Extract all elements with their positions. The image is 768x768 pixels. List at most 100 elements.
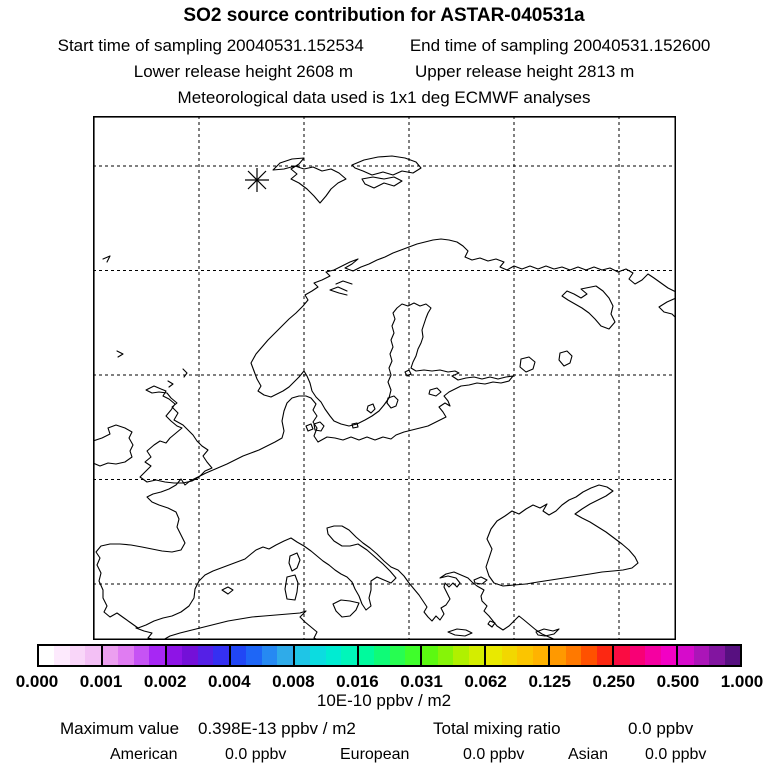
colorbar-cell xyxy=(468,646,485,665)
island-sicily xyxy=(332,599,360,618)
colorbar-cell xyxy=(246,646,262,665)
colorbar-cell xyxy=(166,646,183,665)
island-crete xyxy=(447,628,473,637)
sea-of-marmara xyxy=(473,576,488,585)
release-heights-line: Lower release height 2608 m Upper releas… xyxy=(0,62,768,82)
colorbar-cell xyxy=(404,646,421,665)
colorbar-cell xyxy=(133,646,150,665)
region-label: American xyxy=(110,746,178,763)
colorbar-cell xyxy=(277,646,293,665)
colorbar-tick-label: 0.125 xyxy=(528,672,571,691)
colorbar-tick-label: 0.031 xyxy=(400,672,443,691)
colorbar-tick-label: 0.250 xyxy=(592,672,636,691)
colorbar-cell xyxy=(230,646,247,665)
colorbar-cell xyxy=(149,646,165,665)
colorbar-cell xyxy=(724,646,740,665)
upper-release-text: Upper release height 2813 m xyxy=(415,62,635,81)
coastline-edgeoya xyxy=(361,176,403,189)
lower-release-text: Lower release height 2608 m xyxy=(133,62,353,81)
island-faroe xyxy=(116,350,124,358)
colorbar-cell xyxy=(550,646,566,665)
region-label: European xyxy=(340,746,410,763)
region-value: 0.0 ppbv xyxy=(463,746,525,763)
colorbar-segment xyxy=(358,646,423,665)
colorbar-segment xyxy=(550,646,615,665)
page-title: SO2 source contribution for ASTAR-040531… xyxy=(183,5,585,26)
colorbar-cell xyxy=(261,646,278,665)
colorbar-cell xyxy=(486,646,502,665)
coastline-ireland xyxy=(93,424,134,467)
colorbar-cell xyxy=(118,646,134,665)
colorbar-cell xyxy=(645,646,661,665)
island-shetland xyxy=(182,368,188,378)
colorbar-cell xyxy=(581,646,597,665)
met-data-line: Meteorological data used is 1x1 deg ECMW… xyxy=(0,88,768,108)
colorbar-tick-label: 1.000 xyxy=(720,672,764,691)
met-data-text: Meteorological data used is 1x1 deg ECMW… xyxy=(177,88,591,107)
coastline-north-africa xyxy=(135,610,319,640)
coastline-mainland-europe xyxy=(95,302,557,640)
island-gotland xyxy=(386,395,399,409)
colorbar-cell xyxy=(182,646,198,665)
colorbar-cell xyxy=(693,646,710,665)
colorbar-segment xyxy=(102,646,167,665)
colorbar-segment xyxy=(166,646,231,665)
island-funen xyxy=(305,423,314,432)
island-sardinia xyxy=(284,574,299,601)
colorbar-segment xyxy=(230,646,295,665)
colorbar-segment xyxy=(678,646,740,665)
colorbar-cell xyxy=(517,646,533,665)
island-oland xyxy=(366,403,376,414)
region-value: 0.0 ppbv xyxy=(225,746,287,763)
colorbar-tick-label: 0.008 xyxy=(272,672,315,691)
colorbar-cell xyxy=(197,646,214,665)
colorbar-cell xyxy=(374,646,390,665)
island-bornholm xyxy=(351,422,359,429)
colorbar-cell xyxy=(310,646,326,665)
coastline-barents xyxy=(250,238,676,372)
colorbar-cell xyxy=(54,646,70,665)
colorbar-tick-label: 0.002 xyxy=(143,672,187,691)
island-rhodes xyxy=(487,620,496,628)
coastline-lofoten xyxy=(329,280,353,296)
colorbar-cell xyxy=(501,646,518,665)
map-panel xyxy=(93,116,676,640)
colorbar-cell xyxy=(389,646,405,665)
island-mallorca xyxy=(221,586,234,595)
total-mixing-ratio-value: 0.0 ppbv xyxy=(628,719,694,738)
island-cyprus xyxy=(535,628,560,637)
lake-ladoga xyxy=(519,356,536,373)
maximum-value: 0.398E-13 ppbv / m2 xyxy=(198,719,356,738)
colorbar-cell xyxy=(294,646,311,665)
colorbar-tick-label: 0.016 xyxy=(336,672,379,691)
colorbar-cell xyxy=(532,646,549,665)
colorbar-cell xyxy=(85,646,101,665)
colorbar-tick-label: 0.062 xyxy=(464,672,507,691)
lake-onega xyxy=(558,350,573,367)
map-frame xyxy=(93,116,676,640)
colorbar-segment xyxy=(422,646,487,665)
colorbar-cell xyxy=(709,646,725,665)
colorbar-cell xyxy=(69,646,86,665)
colorbar xyxy=(37,644,742,667)
island-orkney xyxy=(167,380,174,388)
colorbar-cell xyxy=(213,646,229,665)
region-label: Asian xyxy=(568,746,609,763)
coastline-white-sea xyxy=(561,285,616,330)
colorbar-tick-label: 0.004 xyxy=(207,672,251,691)
island-jan-mayen xyxy=(102,255,111,263)
colorbar-cell xyxy=(341,646,357,665)
colorbar-cell xyxy=(358,646,375,665)
island-aland xyxy=(404,369,412,377)
colorbar-cell xyxy=(453,646,469,665)
coastline-spitsbergen xyxy=(272,157,347,204)
colorbar-cell xyxy=(39,646,55,665)
colorbar-segment xyxy=(39,646,103,665)
colorbar-segment xyxy=(486,646,551,665)
end-time-text: End time of sampling 20040531.152600 xyxy=(409,36,711,55)
map-graticule xyxy=(93,116,676,640)
colorbar-cell xyxy=(678,646,694,665)
colorbar-cell xyxy=(614,646,630,665)
colorbar-unit-label: 10E-10 ppbv / m2 xyxy=(316,691,452,710)
sampling-times-line: Start time of sampling 20040531.152534 E… xyxy=(0,36,768,56)
